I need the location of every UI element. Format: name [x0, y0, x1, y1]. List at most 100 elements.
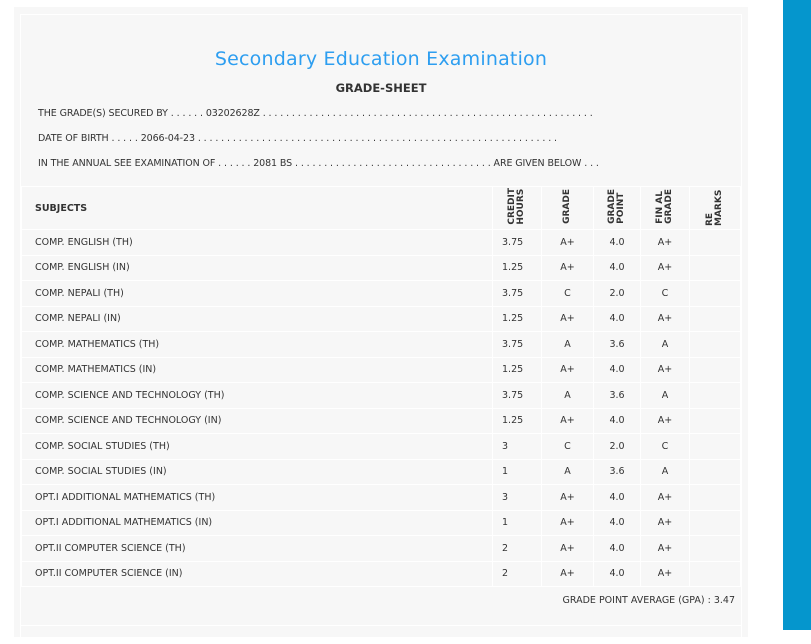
credit-hours-cell: 3 [492, 433, 542, 460]
table-row: COMP. SOCIAL STUDIES (TH) 3 C 2.0 C [21, 433, 741, 460]
credit-hours-cell: 3.75 [492, 331, 542, 358]
subject-cell: COMP. SOCIAL STUDIES (IN) [21, 458, 493, 485]
grade-point-cell: 4.0 [593, 560, 641, 587]
col-final-grade: FIN AL GRADE [640, 186, 690, 230]
table-row: COMP. NEPALI (IN) 1.25 A+ 4.0 A+ [21, 305, 741, 332]
remarks-cell [689, 560, 741, 587]
col-grade-point: GRADE POINT [593, 186, 641, 230]
grade-cell: A [541, 458, 594, 485]
subject-cell: OPT.I ADDITIONAL MATHEMATICS (IN) [21, 509, 493, 536]
grade-cell: A+ [541, 560, 594, 587]
final-grade-cell: A+ [640, 535, 690, 562]
exam-line: IN THE ANNUAL SEE EXAMINATION OF . . . .… [38, 158, 599, 169]
grade-point-cell: 4.0 [593, 305, 641, 332]
grade-cell: A+ [541, 229, 594, 256]
col-remarks: RE MARKS [689, 186, 741, 230]
grade-cell: A+ [541, 356, 594, 383]
subject-cell: COMP. ENGLISH (IN) [21, 254, 493, 281]
grade-point-cell: 3.6 [593, 382, 641, 409]
col-grade: GRADE [541, 186, 594, 230]
subject-cell: COMP. ENGLISH (TH) [21, 229, 493, 256]
grade-point-cell: 3.6 [593, 331, 641, 358]
col-credit-hours: CREDIT HOURS [492, 186, 542, 230]
final-grade-cell: A+ [640, 407, 690, 434]
grade-point-cell: 3.6 [593, 458, 641, 485]
final-grade-cell: C [640, 280, 690, 307]
credit-hours-cell: 3.75 [492, 382, 542, 409]
subject-cell: COMP. NEPALI (TH) [21, 280, 493, 307]
grade-sheet-heading: GRADE-SHEET [335, 81, 427, 95]
final-grade-cell: A+ [640, 229, 690, 256]
final-grade-cell: A [640, 458, 690, 485]
remarks-cell [689, 509, 741, 536]
remarks-cell [689, 280, 741, 307]
credit-hours-cell: 2 [492, 535, 542, 562]
remarks-cell [689, 331, 741, 358]
credit-hours-cell: 3.75 [492, 229, 542, 256]
grade-sheet-inner: Secondary Education Examination GRADE-SH… [20, 14, 742, 644]
table-row: COMP. SCIENCE AND TECHNOLOGY (IN) 1.25 A+ 4… [21, 407, 741, 434]
final-grade-cell: A [640, 382, 690, 409]
final-grade-cell: A+ [640, 509, 690, 536]
grade-point-cell: 4.0 [593, 407, 641, 434]
remarks-cell [689, 305, 741, 332]
col-subjects: SUBJECTS [21, 186, 493, 230]
final-grade-cell: A [640, 331, 690, 358]
credit-hours-cell: 1.25 [492, 305, 542, 332]
final-grade-cell: A+ [640, 484, 690, 511]
grade-cell: A+ [541, 254, 594, 281]
final-grade-cell: A+ [640, 305, 690, 332]
right-sidebar-bar [783, 0, 811, 630]
remarks-cell [689, 433, 741, 460]
grade-point-cell: 4.0 [593, 254, 641, 281]
grade-cell: A+ [541, 305, 594, 332]
subject-cell: COMP. MATHEMATICS (IN) [21, 356, 493, 383]
grade-point-cell: 4.0 [593, 229, 641, 256]
subject-cell: COMP. NEPALI (IN) [21, 305, 493, 332]
grade-sheet-panel: Secondary Education Examination GRADE-SH… [14, 7, 748, 644]
table-row: COMP. MATHEMATICS (TH) 3.75 A 3.6 A [21, 331, 741, 358]
final-grade-cell: A+ [640, 560, 690, 587]
table-row: COMP. NEPALI (TH) 3.75 C 2.0 C [21, 280, 741, 307]
dob-line: DATE OF BIRTH . . . . . 2066-04-23 . . .… [38, 133, 557, 144]
remarks-cell [689, 356, 741, 383]
credit-hours-cell: 1.25 [492, 407, 542, 434]
table-row: OPT.II COMPUTER SCIENCE (IN) 2 A+ 4.0 A+ [21, 560, 741, 587]
grade-cell: C [541, 280, 594, 307]
grade-cell: A [541, 331, 594, 358]
grade-point-cell: 4.0 [593, 535, 641, 562]
remarks-cell [689, 229, 741, 256]
final-grade-cell: C [640, 433, 690, 460]
table-row: COMP. ENGLISH (TH) 3.75 A+ 4.0 A+ [21, 229, 741, 256]
credit-hours-cell: 1 [492, 458, 542, 485]
grade-point-cell: 2.0 [593, 280, 641, 307]
remarks-cell [689, 458, 741, 485]
grade-cell: A+ [541, 535, 594, 562]
subject-cell: OPT.II COMPUTER SCIENCE (IN) [21, 560, 493, 587]
credit-hours-cell: 3 [492, 484, 542, 511]
grades-table: SUBJECTS CREDIT HOURS GRADE GRADE POINT FI… [21, 186, 741, 587]
divider [21, 625, 741, 626]
table-row: COMP. SOCIAL STUDIES (IN) 1 A 3.6 A [21, 458, 741, 485]
page-title: Secondary Education Examination [214, 48, 548, 70]
grade-cell: C [541, 433, 594, 460]
table-row: OPT.I ADDITIONAL MATHEMATICS (IN) 1 A+ 4.0 A… [21, 509, 741, 536]
subject-cell: COMP. MATHEMATICS (TH) [21, 331, 493, 358]
remarks-cell [689, 382, 741, 409]
subject-cell: OPT.II COMPUTER SCIENCE (TH) [21, 535, 493, 562]
grade-point-cell: 4.0 [593, 484, 641, 511]
credit-hours-cell: 1.25 [492, 254, 542, 281]
grade-point-cell: 2.0 [593, 433, 641, 460]
subject-cell: COMP. SOCIAL STUDIES (TH) [21, 433, 493, 460]
remarks-cell [689, 407, 741, 434]
remarks-cell [689, 535, 741, 562]
subject-cell: COMP. SCIENCE AND TECHNOLOGY (IN) [21, 407, 493, 434]
subject-cell: OPT.I ADDITIONAL MATHEMATICS (TH) [21, 484, 493, 511]
table-header-row: SUBJECTS CREDIT HOURS GRADE GRADE POINT FI… [21, 186, 741, 230]
credit-hours-cell: 1 [492, 509, 542, 536]
grade-cell: A+ [541, 484, 594, 511]
grade-cell: A+ [541, 509, 594, 536]
grade-point-cell: 4.0 [593, 356, 641, 383]
grade-point-cell: 4.0 [593, 509, 641, 536]
gpa-summary: GRADE POINT AVERAGE (GPA) : 3.47 [562, 595, 735, 606]
